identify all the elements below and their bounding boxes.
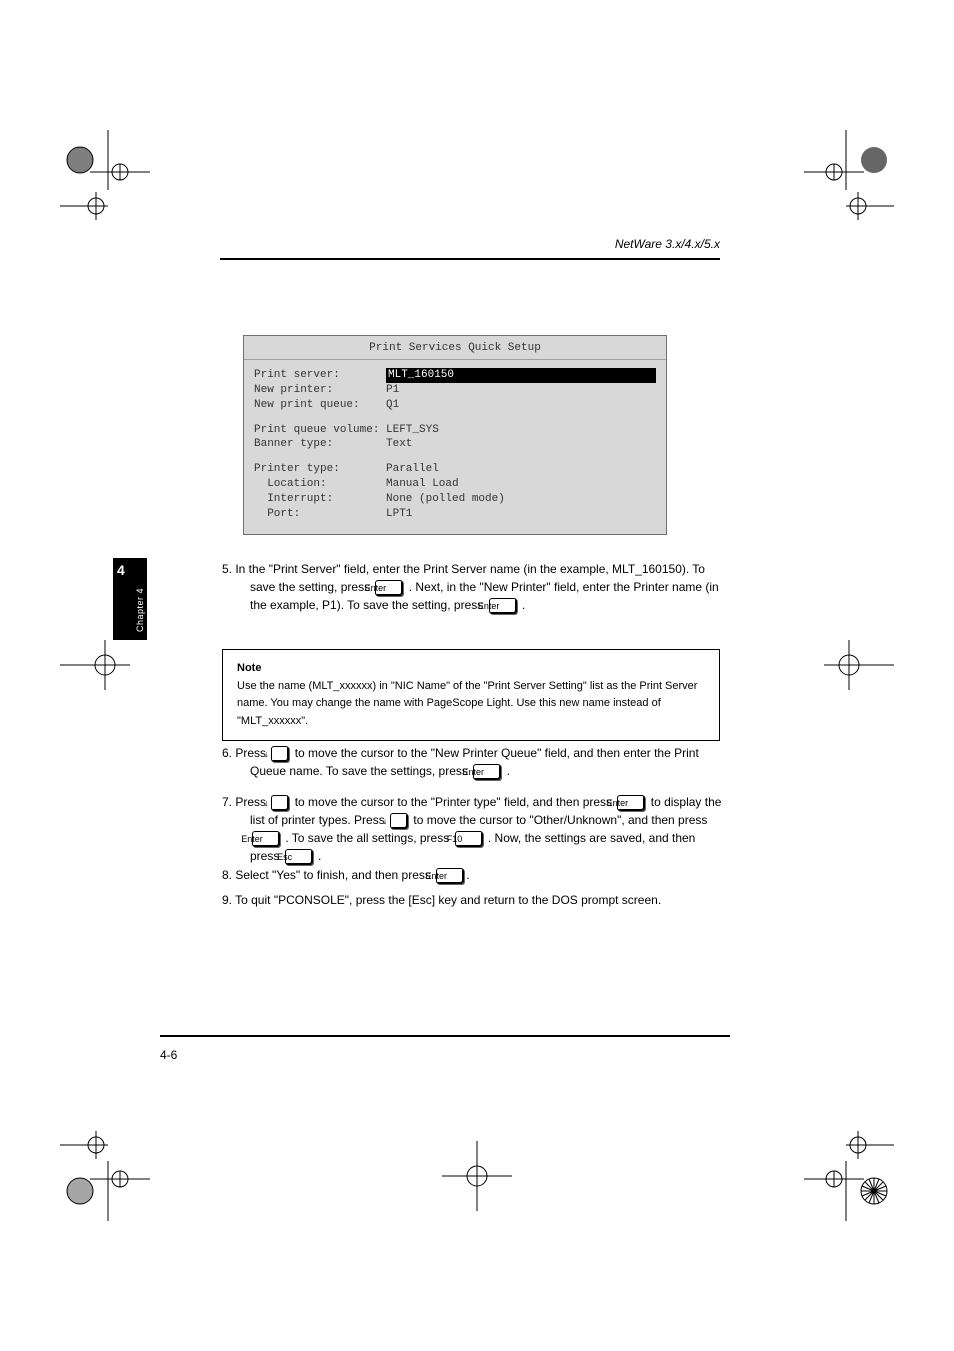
step-8: 8. Select "Yes" to finish, and then pres… <box>222 866 722 884</box>
value-port: LPT1 <box>386 507 412 522</box>
step-6-text-3: . <box>507 764 510 778</box>
print-services-dialog: Print Services Quick Setup Print server:… <box>243 335 667 535</box>
crop-mark-top-left <box>60 130 150 220</box>
step-9-text: 9. To quit "PCONSOLE", press the [Esc] k… <box>222 893 661 907</box>
value-new-print-queue: Q1 <box>386 398 399 413</box>
enter-key-icon: Enter <box>436 868 464 884</box>
down-arrow-key-icon: ↓ <box>271 746 289 762</box>
label-print-server: Print server: <box>254 368 386 383</box>
crop-mark-bottom-center <box>432 1131 522 1221</box>
note-box: Note Use the name (MLT_xxxxxx) in "NIC N… <box>222 649 720 741</box>
enter-key-icon: Enter <box>375 580 403 596</box>
crop-mark-top-right <box>804 130 894 220</box>
down-arrow-key-icon: ↓ <box>271 795 289 811</box>
step-7-text-7: . <box>318 849 321 863</box>
step-7-text-1: 7. Press <box>222 795 269 809</box>
label-location: Location: <box>254 477 386 492</box>
step-9: 9. To quit "PCONSOLE", press the [Esc] k… <box>222 891 722 909</box>
label-new-printer: New printer: <box>254 383 386 398</box>
label-port: Port: <box>254 507 386 522</box>
enter-key-icon: Enter <box>252 831 280 847</box>
enter-key-icon: Enter <box>473 764 501 780</box>
step-7-text-4: to move the cursor to "Other/Unknown", a… <box>413 813 707 827</box>
step-8-text: 8. Select "Yes" to finish, and then pres… <box>222 868 434 882</box>
label-print-queue-volume: Print queue volume: <box>254 423 386 438</box>
value-location: Manual Load <box>386 477 459 492</box>
chapter-side-tab: 4 Chapter 4 <box>113 558 147 640</box>
value-banner-type: Text <box>386 437 412 452</box>
label-new-print-queue: New print queue: <box>254 398 386 413</box>
step-7-text-5: . To save the all settings, press <box>285 831 452 845</box>
bottom-rule <box>160 1035 730 1037</box>
note-body: Use the name (MLT_xxxxxx) in "NIC Name" … <box>237 680 697 727</box>
step-7: 7. Press ↓ to move the cursor to the "Pr… <box>222 793 722 865</box>
value-new-printer: P1 <box>386 383 399 398</box>
chapter-label: Chapter 4 <box>135 588 145 632</box>
label-banner-type: Banner type: <box>254 437 386 452</box>
step-6: 6. Press ↓ to move the cursor to the "Ne… <box>222 744 722 780</box>
crop-mark-mid-right <box>804 620 894 710</box>
f10-key-icon: F10 <box>455 831 483 847</box>
step-5-text-3: . <box>522 598 525 612</box>
chapter-number: 4 <box>117 562 125 578</box>
step-7-text-2: to move the cursor to the "Printer type"… <box>295 795 616 809</box>
value-print-queue-volume: LEFT_SYS <box>386 423 439 438</box>
note-heading: Note <box>237 662 261 674</box>
value-print-server: MLT_160150 <box>386 368 656 383</box>
page-number: 4-6 <box>160 1048 177 1062</box>
step-5: 5. In the "Print Server" field, enter th… <box>222 560 722 614</box>
top-rule <box>220 258 720 260</box>
running-head: NetWare 3.x/4.x/5.x <box>220 237 720 251</box>
crop-mark-bottom-left <box>60 1131 150 1221</box>
value-interrupt: None (polled mode) <box>386 492 505 507</box>
dialog-title: Print Services Quick Setup <box>369 342 541 354</box>
crop-mark-bottom-right <box>804 1131 894 1221</box>
esc-key-icon: Esc <box>285 849 313 865</box>
value-printer-type: Parallel <box>386 462 439 477</box>
step-6-text-1: 6. Press <box>222 746 269 760</box>
enter-key-icon: Enter <box>489 598 517 614</box>
down-arrow-key-icon: ↓ <box>390 813 408 829</box>
label-interrupt: Interrupt: <box>254 492 386 507</box>
label-printer-type: Printer type: <box>254 462 386 477</box>
enter-key-icon: Enter <box>617 795 645 811</box>
